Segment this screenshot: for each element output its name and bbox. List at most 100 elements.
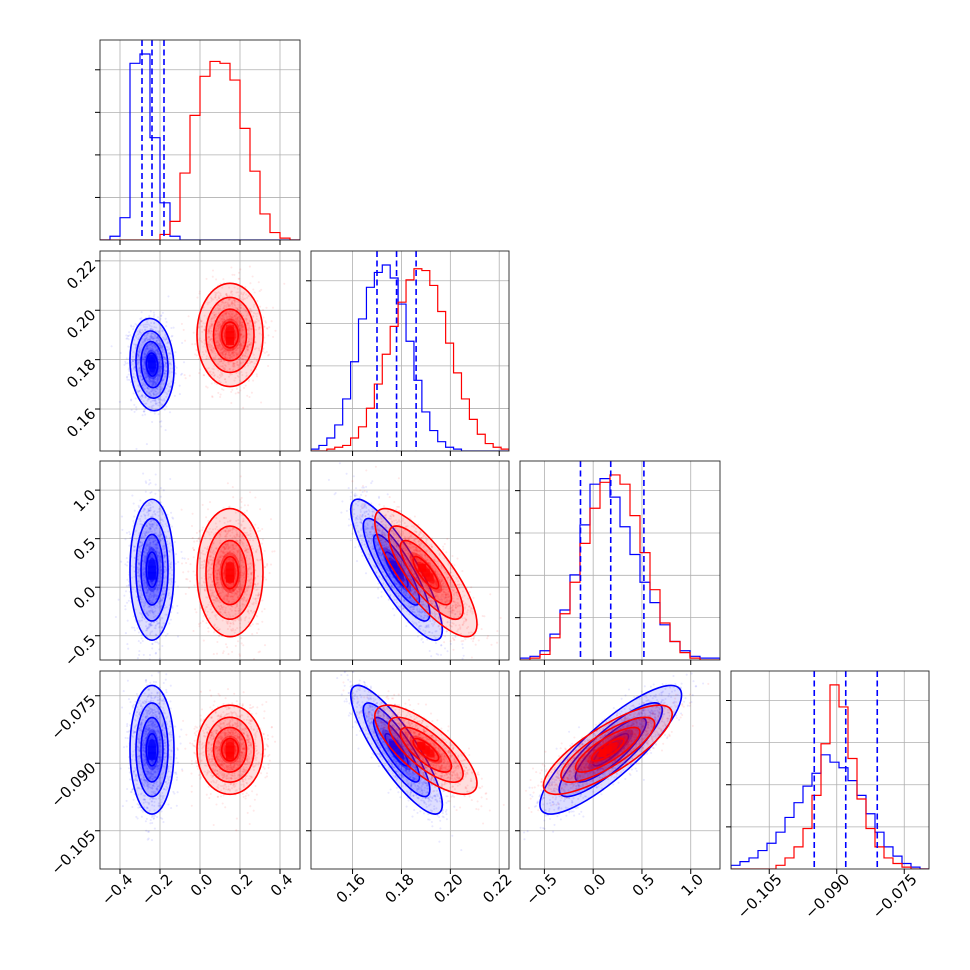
contour-red-1-0-1 (205, 296, 255, 374)
peak-blue-2-1-0 (389, 560, 398, 569)
y-tick-label-1-2: 0.20 (63, 306, 99, 342)
hist-blue-1 (311, 264, 509, 451)
panel-frame-2-1 (310, 460, 510, 661)
x-tick-label-0-2: 0.0 (187, 870, 217, 900)
y-tick-label-3-2: −0.075 (48, 692, 100, 744)
contour-red-1-0-2 (212, 308, 248, 362)
x-tick-label-2-1: 0.0 (580, 870, 610, 900)
peak-red-2-1-1 (421, 568, 430, 577)
peak-red-3-2-2 (608, 742, 617, 751)
peak-red-1-0-0 (226, 337, 234, 345)
x-tick-label-2-0: −0.5 (522, 870, 560, 908)
contour-blue-2-1-1 (362, 517, 431, 622)
contour-blue-3-0-0 (129, 684, 175, 815)
hist-red-3 (731, 684, 929, 869)
panel-frame-3-2 (519, 670, 721, 870)
scatter-panel-2-1 (327, 462, 502, 660)
peak-red-2-0-1 (226, 568, 234, 577)
contour-red-3-2-0 (542, 704, 673, 796)
peak-red-3-2-1 (603, 745, 612, 754)
contour-red-3-1-3 (412, 737, 440, 762)
contour-blue-3-2-3 (592, 732, 630, 767)
x-tick-label-2-2: 0.5 (629, 870, 659, 900)
panel-frame-3-3 (730, 670, 930, 870)
contour-blue-3-0-3 (145, 732, 159, 767)
contour-blue-3-0-1 (135, 702, 169, 798)
peak-blue-2-1-1 (392, 565, 401, 574)
peak-red-1-0-1 (226, 331, 234, 339)
hist-panel-1 (311, 251, 509, 451)
contour-red-2-0-3 (220, 555, 240, 590)
peak-blue-3-0-0 (148, 751, 156, 760)
x-tick-label-0-3: 0.2 (227, 870, 257, 900)
contour-blue-3-2-0 (539, 684, 683, 815)
x-tick-label-0-1: −0.2 (138, 870, 176, 908)
contour-red-1-0-3 (220, 321, 240, 349)
x-tick-label-1-3: 0.22 (479, 870, 515, 906)
contour-red-2-1-3 (412, 555, 440, 590)
contour-blue-1-0-0 (129, 317, 175, 412)
peak-blue-1-0-2 (148, 366, 157, 375)
contour-red-3-1-0 (374, 704, 478, 796)
hist-blue-0 (100, 53, 300, 240)
contour-blue-3-1-1 (362, 702, 431, 798)
contour-red-3-0-2 (212, 726, 248, 773)
contour-red-3-1-1 (387, 716, 464, 783)
peak-blue-2-1-2 (395, 570, 404, 579)
contour-red-3-0-3 (220, 737, 240, 762)
panels-layer (100, 40, 929, 869)
contour-red-3-2-2 (574, 726, 641, 773)
contour-blue-1-0-3 (145, 352, 159, 377)
contour-blue-3-0-2 (140, 716, 164, 783)
grid-layer (100, 40, 929, 869)
contour-red-3-0-1 (205, 716, 255, 783)
hist-panel-0 (100, 40, 300, 240)
scatter-panel-3-1 (336, 671, 505, 852)
contour-red-1-0-0 (196, 282, 264, 388)
hist-blue-3 (731, 754, 929, 869)
contour-red-2-0-2 (212, 539, 248, 606)
contour-blue-2-0-0 (129, 498, 175, 642)
peak-red-2-1-2 (425, 573, 434, 582)
x-tick-label-1-2: 0.20 (430, 870, 466, 906)
x-tick-label-1-0: 0.16 (333, 870, 369, 906)
contour-red-2-0-0 (196, 507, 264, 638)
tick-labels-layer: −0.4 −0.2 0.0 0.2 0.4 0.16 0.18 0.20 0.22 −0.5 0.0… (48, 257, 921, 923)
hist-panel-2 (520, 461, 720, 660)
ticks-layer (95, 69, 905, 874)
x-tick-label-1-1: 0.18 (382, 870, 418, 906)
hist-blue-2 (520, 478, 720, 660)
peak-blue-2-0-2 (148, 559, 156, 568)
x-tick-label-3-0: −0.105 (734, 870, 786, 922)
peak-blue-3-0-1 (148, 745, 156, 754)
contour-red-2-0-1 (205, 525, 255, 621)
contour-red-2-1-2 (399, 539, 453, 606)
contour-blue-2-0-1 (135, 517, 169, 622)
contour-red-3-2-3 (590, 737, 625, 762)
panel-frame-1-1 (310, 250, 510, 452)
scatter-panel-3-2 (520, 671, 710, 841)
peak-red-2-0-2 (226, 562, 234, 571)
hist-red-2 (520, 474, 720, 660)
peak-red-3-0-0 (226, 751, 234, 760)
contour-blue-2-0-3 (145, 551, 159, 589)
contour-red-3-2-1 (560, 716, 656, 783)
contour-blue-2-1-0 (350, 498, 444, 641)
peak-blue-3-1-0 (389, 740, 398, 749)
scatter-panel-1-0 (110, 265, 286, 450)
peak-red-3-1-1 (421, 745, 430, 754)
peak-red-3-0-2 (226, 739, 234, 748)
y-tick-label-2-0: −0.5 (61, 631, 99, 669)
peak-red-3-1-0 (417, 741, 426, 750)
hist-red-1 (311, 268, 509, 451)
y-tick-label-3-1: −0.090 (48, 759, 100, 811)
panel-frame-2-2 (519, 460, 721, 661)
peak-blue-3-0-2 (148, 739, 156, 748)
y-tick-label-1-0: 0.16 (63, 405, 99, 441)
x-tick-label-0-4: 0.4 (267, 870, 297, 900)
peak-red-3-1-2 (426, 749, 435, 758)
contour-blue-1-0-1 (135, 330, 169, 399)
contour-blue-1-0-2 (140, 340, 164, 389)
peak-red-3-2-0 (598, 749, 607, 757)
peak-blue-1-0-1 (148, 360, 156, 369)
